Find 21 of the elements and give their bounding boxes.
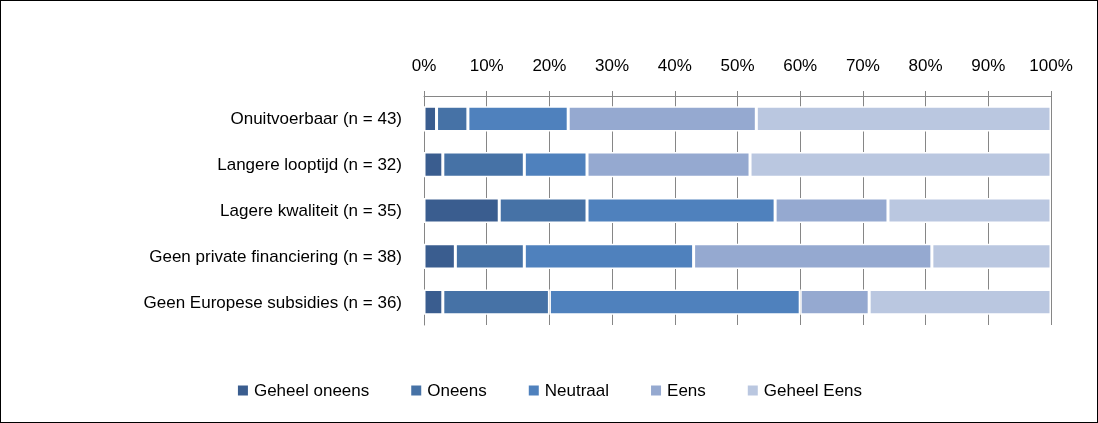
y-tick-label: Langere looptijd (n = 32) <box>217 155 402 175</box>
y-tick-label: Lagere kwaliteit (n = 35) <box>220 201 402 220</box>
legend-label: Eens <box>667 381 706 400</box>
legend-label: Geheel oneens <box>253 381 370 400</box>
y-tick-label: Geen private financiering (n = 38) <box>149 246 402 266</box>
x-tick-label: 30% <box>595 56 630 75</box>
x-tick-label: 60% <box>783 56 818 75</box>
legend-label: Oneens <box>427 381 487 400</box>
x-tick-label: 100% <box>1029 56 1073 75</box>
x-tick-label: 90% <box>971 56 1006 75</box>
y-tick-label: Geen Europese subsidies (n = 36) <box>143 292 402 312</box>
x-tick-label: 50% <box>720 56 755 75</box>
x-tick-label: 20% <box>532 56 567 75</box>
x-tick-label: 0% <box>411 56 437 75</box>
legend-label: Geheel Eens <box>763 381 863 400</box>
x-tick-label: 10% <box>469 56 504 75</box>
x-tick-label: 40% <box>657 56 692 75</box>
x-tick-label: 70% <box>845 56 880 75</box>
x-tick-label: 80% <box>908 56 943 75</box>
legend-label: Neutraal <box>544 381 610 400</box>
y-tick-label: Onuitvoerbaar (n = 43) <box>230 109 402 129</box>
